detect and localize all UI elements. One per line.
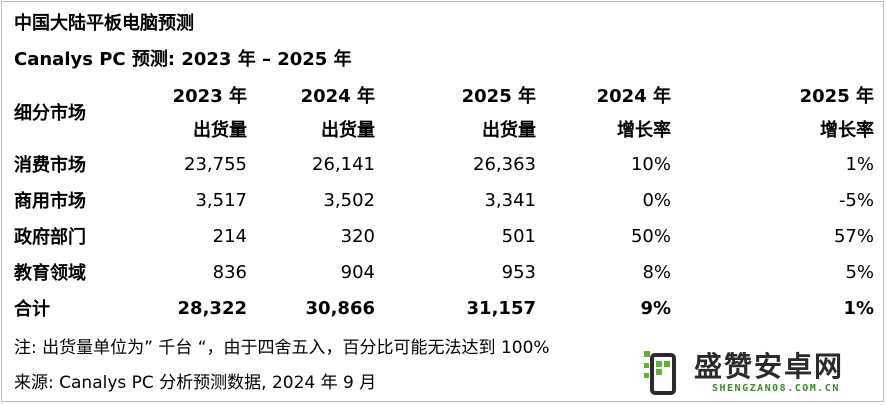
row-label: 商用市场 — [14, 191, 86, 212]
table-cell: 0% — [642, 189, 671, 211]
table-cell: -5% — [838, 189, 874, 211]
table-cell: 50% — [630, 225, 671, 247]
source-note: 来源: Canalys PC 分析预测数据, 2024 年 9 月 — [14, 373, 377, 393]
table-cell: 26,141 — [312, 153, 375, 175]
table-row: 消费市场 23,755 26,141 26,363 10% 1% — [14, 146, 874, 182]
row-label: 教育领域 — [14, 263, 86, 284]
column-header-metric: 出货量 — [193, 120, 247, 141]
footnote: 注: 出货量单位为” 千台 “，由于四舍五入，百分比可能无法达到 100% — [14, 338, 550, 358]
table-cell: 1% — [845, 153, 874, 175]
table-cell: 23,755 — [184, 153, 247, 175]
header-row-years: 细分市场 2023 年 2024 年 2025 年 2024 年 2025 年 — [14, 78, 874, 124]
table-cell: 57% — [833, 225, 874, 247]
phone-logo-icon — [644, 351, 676, 395]
table-cell: 3,341 — [484, 189, 536, 211]
table-row: 商用市场 3,517 3,502 3,341 0% -5% — [14, 182, 874, 218]
header-row-metrics: 出货量 出货量 出货量 增长率 增长率 — [14, 112, 874, 146]
table-cell: 26,363 — [473, 153, 536, 175]
segment-header: 细分市场 — [14, 103, 86, 124]
column-header-metric: 出货量 — [321, 120, 375, 141]
table-cell: 214 — [212, 225, 247, 247]
page-title: 中国大陆平板电脑预测 — [14, 13, 194, 34]
table-cell: 320 — [340, 225, 375, 247]
forecast-table: 细分市场 2023 年 2024 年 2025 年 2024 年 2025 年 … — [14, 78, 874, 326]
table-cell: 836 — [212, 261, 247, 283]
table-row: 政府部门 214 320 501 50% 57% — [14, 218, 874, 254]
total-cell: 9% — [640, 297, 671, 319]
watermark-url: SHENGZAN08.COM.CN — [712, 383, 840, 394]
table-row: 教育领域 836 904 953 8% 5% — [14, 254, 874, 290]
total-row: 合计 28,322 30,866 31,157 9% 1% — [14, 290, 874, 326]
total-cell: 28,322 — [177, 297, 247, 319]
column-header-year: 2024 年 — [300, 86, 375, 107]
table-cell: 953 — [501, 261, 536, 283]
table-cell: 3,502 — [323, 189, 375, 211]
column-header-metric: 增长率 — [617, 120, 671, 141]
watermark-name: 盛赞安卓网 — [694, 350, 845, 383]
page-subtitle: Canalys PC 预测: 2023 年 – 2025 年 — [14, 49, 352, 70]
table-cell: 3,517 — [195, 189, 247, 211]
watermark-logo: 盛赞安卓网 SHENGZAN08.COM.CN — [642, 345, 882, 401]
total-cell: 1% — [843, 297, 874, 319]
column-header-year: 2025 年 — [799, 86, 874, 107]
row-label: 政府部门 — [14, 227, 86, 248]
column-header-year: 2024 年 — [596, 86, 671, 107]
column-header-year: 2025 年 — [461, 86, 536, 107]
total-cell: 31,157 — [466, 297, 536, 319]
table-cell: 501 — [501, 225, 536, 247]
column-header-year: 2023 年 — [172, 86, 247, 107]
column-header-metric: 出货量 — [482, 120, 536, 141]
table-cell: 5% — [845, 261, 874, 283]
column-header-metric: 增长率 — [820, 120, 874, 141]
row-label: 消费市场 — [14, 155, 86, 176]
total-label: 合计 — [14, 299, 50, 320]
table-cell: 10% — [630, 153, 671, 175]
table-cell: 904 — [340, 261, 375, 283]
table-cell: 8% — [642, 261, 671, 283]
total-cell: 30,866 — [305, 297, 375, 319]
